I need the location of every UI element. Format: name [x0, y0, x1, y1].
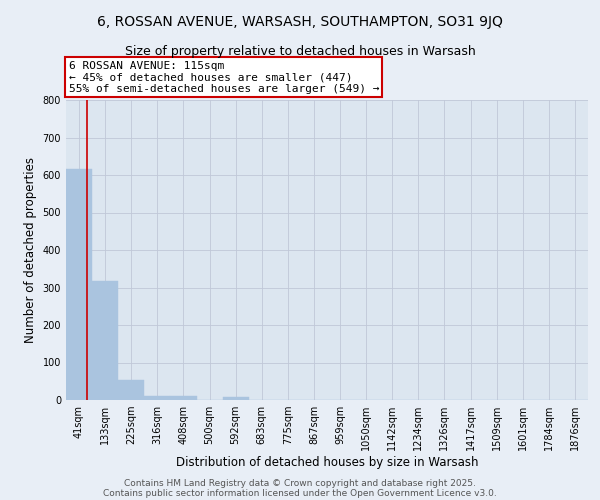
- Text: Contains public sector information licensed under the Open Government Licence v3: Contains public sector information licen…: [103, 488, 497, 498]
- X-axis label: Distribution of detached houses by size in Warsash: Distribution of detached houses by size …: [176, 456, 478, 469]
- Text: 6, ROSSAN AVENUE, WARSASH, SOUTHAMPTON, SO31 9JQ: 6, ROSSAN AVENUE, WARSASH, SOUTHAMPTON, …: [97, 15, 503, 29]
- Text: Size of property relative to detached houses in Warsash: Size of property relative to detached ho…: [125, 45, 475, 58]
- Text: 6 ROSSAN AVENUE: 115sqm
← 45% of detached houses are smaller (447)
55% of semi-d: 6 ROSSAN AVENUE: 115sqm ← 45% of detache…: [68, 61, 379, 94]
- Y-axis label: Number of detached properties: Number of detached properties: [24, 157, 37, 343]
- Bar: [223, 397, 249, 400]
- Bar: [66, 168, 92, 400]
- Text: Contains HM Land Registry data © Crown copyright and database right 2025.: Contains HM Land Registry data © Crown c…: [124, 478, 476, 488]
- Bar: [170, 396, 197, 400]
- Bar: [92, 281, 118, 400]
- Bar: [118, 380, 145, 400]
- Bar: [145, 396, 170, 400]
